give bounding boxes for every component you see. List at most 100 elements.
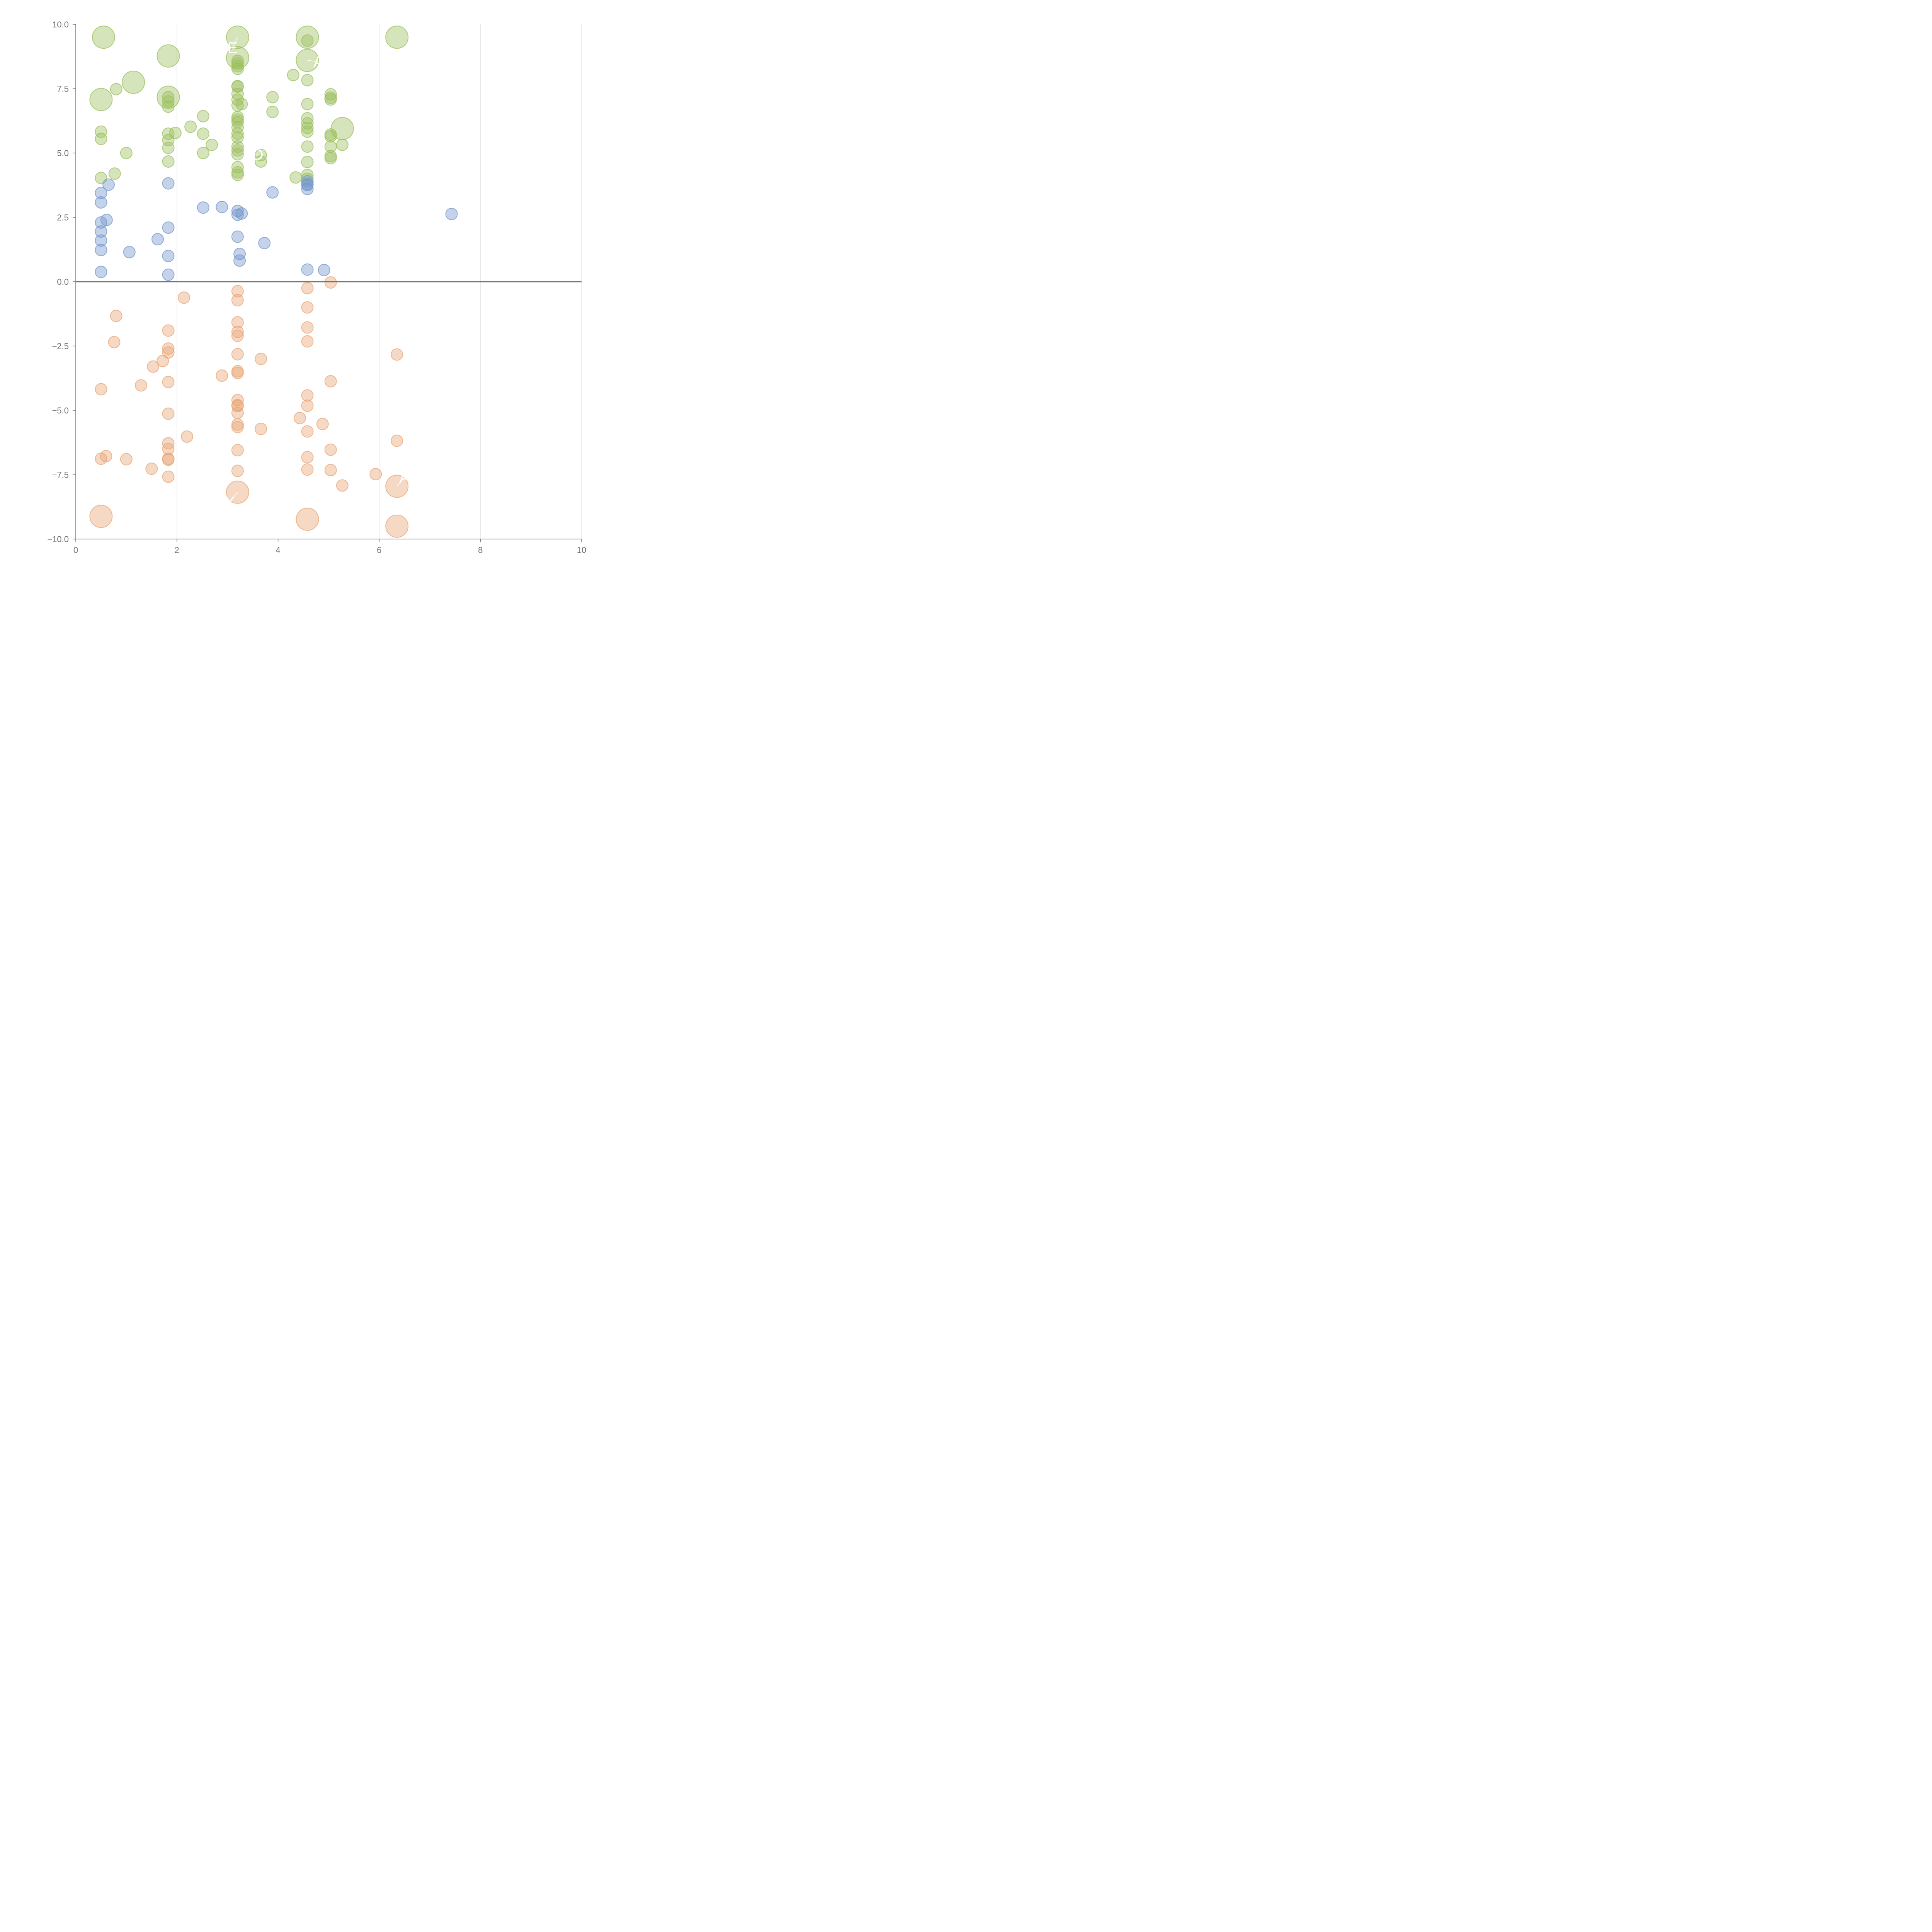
data-point-high — [301, 121, 314, 134]
data-point-low — [324, 276, 337, 289]
data-point-high — [110, 83, 122, 95]
data-points — [89, 26, 458, 538]
x-tick-label: 0 — [73, 545, 78, 555]
data-point-low — [216, 369, 228, 382]
data-point-mid — [162, 269, 175, 281]
data-point-low — [120, 453, 133, 466]
data-point-high — [301, 34, 314, 47]
data-point-high — [162, 100, 175, 113]
axes: 0 2 4 6 8 10 10.0 7.5 5.0 2.5 0.0 −2.5 −5.0 −7.5 −10.0 — [47, 20, 586, 555]
data-point-low — [156, 355, 169, 367]
annotation-label: D — [252, 146, 264, 163]
y-tick-label: −5.0 — [52, 406, 69, 415]
data-point-mid — [301, 183, 314, 196]
data-point-low — [178, 291, 190, 304]
data-point-low — [147, 360, 160, 373]
data-point-high — [197, 110, 209, 122]
data-point-high — [301, 125, 314, 138]
x-tick-label: 8 — [478, 545, 483, 555]
data-point-low — [301, 389, 314, 402]
data-point-high — [162, 155, 175, 168]
data-point-mid — [151, 233, 164, 246]
data-point-high — [301, 140, 314, 153]
data-point-low — [231, 285, 244, 298]
data-point-high — [231, 148, 244, 161]
data-point-high — [255, 155, 267, 168]
scatter-chart: 0 2 4 6 8 10 10.0 7.5 5.0 2.5 0.0 −2.5 −5.0 −7.5 −10.0… — [47, 20, 586, 555]
data-point-mid — [318, 264, 330, 277]
data-point-mid — [95, 244, 107, 257]
data-point-mid — [233, 248, 246, 260]
y-tick-label: 5.0 — [57, 148, 69, 158]
data-point-high — [255, 149, 267, 162]
data-point-low — [231, 329, 244, 342]
data-point-mid — [301, 263, 314, 276]
data-point-low — [89, 505, 113, 528]
data-point-high — [266, 105, 279, 118]
data-point-high — [231, 80, 244, 93]
data-point-mid — [162, 177, 175, 190]
y-tick-label: −10.0 — [47, 534, 69, 544]
data-point-mid — [95, 196, 107, 209]
data-point-low — [162, 453, 175, 466]
annotation-label: X — [225, 493, 235, 510]
annotation-label: A — [400, 469, 410, 486]
x-tick-label: 2 — [175, 545, 179, 555]
data-point-low — [180, 430, 193, 443]
data-point-high — [231, 121, 244, 134]
annotation-leader-line — [232, 37, 238, 48]
data-point-high — [231, 63, 244, 75]
data-point-low — [301, 451, 314, 464]
data-point-high — [95, 133, 107, 145]
data-point-high — [324, 88, 337, 101]
data-point-low — [391, 348, 403, 361]
data-point-low — [301, 463, 314, 476]
annotation-leader-line — [307, 60, 319, 62]
data-point-low — [231, 325, 244, 338]
data-point-low — [162, 346, 175, 359]
annotation-label: E — [227, 39, 238, 56]
x-tick-label: 10 — [577, 545, 586, 555]
data-point-low — [324, 464, 337, 476]
data-point-low — [385, 514, 409, 538]
data-point-low — [301, 321, 314, 334]
data-point-high — [231, 57, 244, 70]
data-point-high — [301, 172, 314, 185]
data-point-low — [231, 367, 244, 379]
data-point-low — [255, 422, 267, 435]
data-point-high — [231, 60, 244, 73]
data-point-high — [156, 44, 180, 68]
y-tick-label: 0.0 — [57, 277, 69, 287]
annotation-leader-line — [230, 492, 238, 502]
data-point-low — [301, 282, 314, 294]
data-point-high — [89, 88, 113, 111]
data-point-low — [162, 442, 175, 455]
data-point-low — [231, 421, 244, 434]
data-point-high — [231, 131, 244, 144]
data-point-low — [231, 348, 244, 361]
data-point-low — [95, 452, 107, 465]
x-tick-label: 6 — [377, 545, 381, 555]
data-point-low — [162, 324, 175, 337]
data-point-high — [108, 167, 121, 180]
data-point-mid — [162, 250, 175, 262]
data-point-mid — [95, 234, 107, 247]
data-point-low — [231, 400, 244, 412]
data-point-high — [197, 128, 209, 140]
data-point-high — [289, 171, 302, 184]
y-tick-label: 7.5 — [57, 84, 69, 94]
data-point-mid — [233, 254, 246, 267]
data-point-mid — [216, 201, 228, 213]
data-point-low — [231, 418, 244, 431]
data-point-high — [206, 138, 218, 151]
data-point-high — [95, 125, 107, 138]
data-point-low — [231, 316, 244, 329]
data-point-mid — [95, 265, 107, 278]
data-point-high — [184, 121, 197, 133]
data-point-mid — [95, 187, 107, 199]
data-point-mid — [445, 207, 458, 220]
data-point-low — [231, 294, 244, 306]
data-point-low — [162, 376, 175, 388]
data-point-low — [108, 336, 121, 349]
data-point-high — [162, 141, 175, 154]
